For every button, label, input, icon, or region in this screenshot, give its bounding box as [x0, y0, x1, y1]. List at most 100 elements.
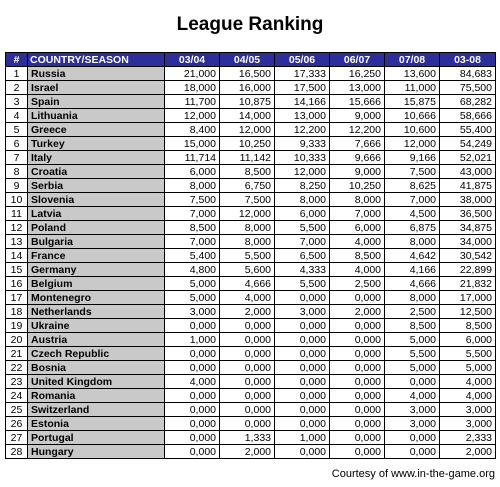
total-03-08-cell: 3,000	[439, 402, 496, 417]
total-03-08-cell: 5,000	[439, 360, 496, 375]
season-04-05-cell: 10,250	[219, 136, 275, 151]
rank-cell: 13	[5, 234, 28, 249]
season-04-05-cell: 8,500	[219, 164, 275, 179]
season-03-04-cell: 12,000	[164, 108, 220, 123]
rank-cell: 11	[5, 206, 28, 221]
season-06-07-cell: 15,666	[329, 94, 385, 109]
season-05-06-cell: 0,000	[274, 318, 330, 333]
season-06-07-cell: 9,000	[329, 108, 385, 123]
table-row: 22 Bosnia 0,000 0,000 0,000 0,000 5,000 5,000	[5, 360, 496, 375]
season-07-08-cell: 4,642	[384, 248, 440, 263]
season-06-07-cell: 8,000	[329, 192, 385, 207]
season-05-06-cell: 13,000	[274, 108, 330, 123]
season-07-08-cell: 0,000	[384, 430, 440, 445]
rank-cell: 28	[5, 444, 28, 459]
season-05-06-cell: 0,000	[274, 388, 330, 403]
total-03-08-cell: 68,282	[439, 94, 496, 109]
header-season-06-07: 06/07	[329, 52, 385, 67]
total-03-08-cell: 84,683	[439, 66, 496, 81]
season-03-04-cell: 8,000	[164, 178, 220, 193]
rank-cell: 6	[5, 136, 28, 151]
season-04-05-cell: 1,333	[219, 430, 275, 445]
total-03-08-cell: 4,000	[439, 388, 496, 403]
table-row: 1 Russia 21,000 16,500 17,333 16,250 13,600 84,…	[5, 66, 496, 81]
season-03-04-cell: 7,000	[164, 206, 220, 221]
season-05-06-cell: 0,000	[274, 444, 330, 459]
total-03-08-cell: 43,000	[439, 164, 496, 179]
season-07-08-cell: 0,000	[384, 444, 440, 459]
rank-cell: 10	[5, 192, 28, 207]
season-04-05-cell: 0,000	[219, 402, 275, 417]
season-07-08-cell: 8,625	[384, 178, 440, 193]
table-row: 19 Ukraine 0,000 0,000 0,000 0,000 8,500 8,500	[5, 318, 496, 333]
season-07-08-cell: 15,875	[384, 94, 440, 109]
country-cell: France	[27, 248, 165, 263]
header-total-03-08: 03-08	[439, 52, 496, 67]
season-07-08-cell: 11,000	[384, 80, 440, 95]
table-row: 9 Serbia 8,000 6,750 8,250 10,250 8,625 41,875	[5, 178, 496, 193]
country-cell: United Kingdom	[27, 374, 165, 389]
season-04-05-cell: 0,000	[219, 416, 275, 431]
total-03-08-cell: 38,000	[439, 192, 496, 207]
total-03-08-cell: 58,666	[439, 108, 496, 123]
rank-cell: 7	[5, 150, 28, 165]
season-07-08-cell: 9,166	[384, 150, 440, 165]
country-cell: Switzerland	[27, 402, 165, 417]
season-07-08-cell: 3,000	[384, 402, 440, 417]
table-row: 8 Croatia 6,000 8,500 12,000 9,000 7,500 43,000	[5, 164, 496, 179]
season-05-06-cell: 8,000	[274, 192, 330, 207]
country-cell: Bulgaria	[27, 234, 165, 249]
rank-cell: 19	[5, 318, 28, 333]
table-row: 15 Germany 4,800 5,600 4,333 4,000 4,166 22,899	[5, 262, 496, 277]
table-row: 6 Turkey 15,000 10,250 9,333 7,666 12,000 54,24…	[5, 136, 496, 151]
country-cell: Poland	[27, 220, 165, 235]
season-04-05-cell: 6,750	[219, 178, 275, 193]
season-07-08-cell: 2,500	[384, 304, 440, 319]
season-04-05-cell: 0,000	[219, 318, 275, 333]
season-03-04-cell: 0,000	[164, 416, 220, 431]
country-cell: Hungary	[27, 444, 165, 459]
header-country-season: COUNTRY/SEASON	[27, 52, 165, 67]
season-05-06-cell: 10,333	[274, 150, 330, 165]
country-cell: Turkey	[27, 136, 165, 151]
total-03-08-cell: 2,333	[439, 430, 496, 445]
total-03-08-cell: 22,899	[439, 262, 496, 277]
season-04-05-cell: 16,500	[219, 66, 275, 81]
country-cell: Austria	[27, 332, 165, 347]
rank-cell: 16	[5, 276, 28, 291]
table-row: 4 Lithuania 12,000 14,000 13,000 9,000 10,666 5…	[5, 108, 496, 123]
total-03-08-cell: 2,000	[439, 444, 496, 459]
season-06-07-cell: 16,250	[329, 66, 385, 81]
season-07-08-cell: 5,000	[384, 332, 440, 347]
table-row: 24 Romania 0,000 0,000 0,000 0,000 4,000 4,000	[5, 388, 496, 403]
season-07-08-cell: 3,000	[384, 416, 440, 431]
season-03-04-cell: 7,500	[164, 192, 220, 207]
rank-cell: 2	[5, 80, 28, 95]
season-06-07-cell: 4,000	[329, 262, 385, 277]
season-04-05-cell: 7,500	[219, 192, 275, 207]
table-row: 23 United Kingdom 4,000 0,000 0,000 0,000 0,00…	[5, 374, 496, 389]
season-05-06-cell: 12,000	[274, 164, 330, 179]
rank-cell: 26	[5, 416, 28, 431]
country-cell: Czech Republic	[27, 346, 165, 361]
country-cell: Belgium	[27, 276, 165, 291]
total-03-08-cell: 12,500	[439, 304, 496, 319]
season-06-07-cell: 0,000	[329, 416, 385, 431]
total-03-08-cell: 21,832	[439, 276, 496, 291]
rank-cell: 23	[5, 374, 28, 389]
season-06-07-cell: 0,000	[329, 332, 385, 347]
country-cell: Portugal	[27, 430, 165, 445]
header-rank: #	[5, 52, 28, 67]
season-05-06-cell: 14,166	[274, 94, 330, 109]
season-03-04-cell: 0,000	[164, 444, 220, 459]
season-07-08-cell: 8,500	[384, 318, 440, 333]
season-04-05-cell: 0,000	[219, 374, 275, 389]
season-03-04-cell: 11,714	[164, 150, 220, 165]
season-04-05-cell: 8,000	[219, 234, 275, 249]
country-cell: Croatia	[27, 164, 165, 179]
table-row: 3 Spain 11,700 10,875 14,166 15,666 15,875 68,2…	[5, 94, 496, 109]
rank-cell: 20	[5, 332, 28, 347]
country-cell: Italy	[27, 150, 165, 165]
rank-cell: 27	[5, 430, 28, 445]
season-07-08-cell: 10,600	[384, 122, 440, 137]
